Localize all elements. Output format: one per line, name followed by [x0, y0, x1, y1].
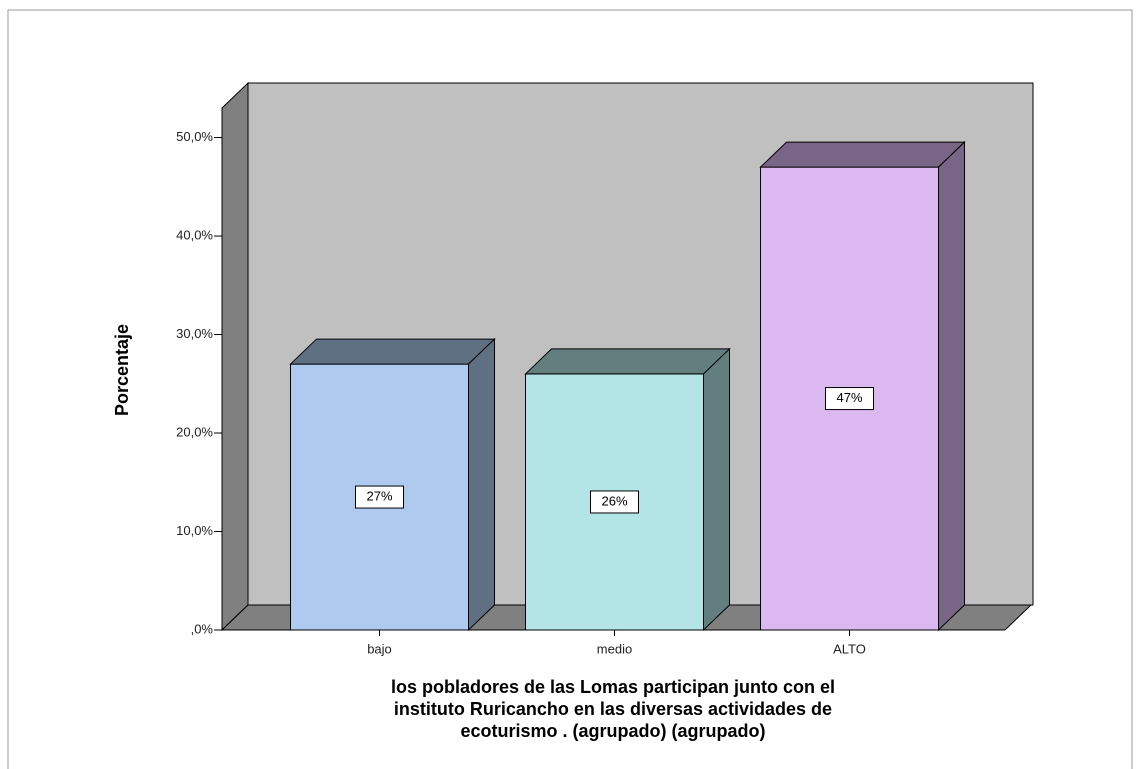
y-tick-label: 40,0% — [176, 227, 213, 242]
x-tick-label: medio — [597, 641, 632, 656]
value-label: 27% — [366, 488, 392, 503]
bar-top — [524, 348, 731, 375]
frame — [7, 9, 1133, 769]
y-tick-label: ,0% — [191, 621, 214, 636]
y-tick-label: 30,0% — [176, 326, 213, 341]
value-label-box — [590, 490, 639, 514]
bar-top — [759, 141, 966, 168]
value-label: 47% — [836, 390, 862, 405]
x-tick-label: bajo — [367, 641, 392, 656]
bar-side — [468, 337, 495, 632]
value-label-box — [355, 485, 404, 509]
left-wall — [221, 81, 249, 632]
bar-top — [289, 338, 496, 365]
value-label-box — [825, 387, 874, 411]
y-tick-label: 10,0% — [176, 523, 213, 538]
y-tick-label: 20,0% — [176, 424, 213, 439]
x-axis-label: instituto Ruricancho en las diversas act… — [394, 699, 832, 719]
x-axis-label: los pobladores de las Lomas participan j… — [391, 677, 835, 697]
y-axis-label: Porcentaje — [112, 324, 132, 416]
value-label: 26% — [601, 493, 627, 508]
bar-side — [938, 140, 965, 632]
bar-side — [703, 347, 730, 632]
y-tick-label: 50,0% — [176, 129, 213, 144]
x-tick-label: ALTO — [833, 641, 866, 656]
x-axis-label: ecoturismo . (agrupado) (agrupado) — [460, 721, 765, 741]
